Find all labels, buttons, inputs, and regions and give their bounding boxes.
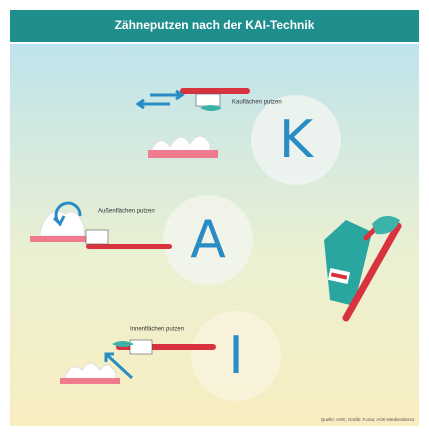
infographic: Zähneputzen nach der KAI-Technik K A I K…: [0, 0, 429, 446]
toothbrush: [180, 88, 250, 94]
bristles: [130, 340, 152, 354]
bristles: [86, 230, 108, 244]
gum: [60, 378, 120, 384]
step-letter: A: [190, 210, 226, 270]
step-letter: I: [228, 326, 243, 386]
step-label: Außenflächen putzen: [98, 209, 155, 215]
page: {"header": {"title": "Zähneputzen nach d…: [0, 0, 429, 446]
step-label: Kauflächen putzen: [232, 100, 282, 106]
gum: [30, 236, 90, 242]
toothbrush: [86, 244, 172, 249]
source: Quelle: AOK; Grafik: Forsa; AOK-Mediendi…: [321, 417, 415, 422]
step-letter: K: [279, 110, 315, 170]
gum: [148, 150, 218, 158]
title: Zähneputzen nach der KAI-Technik: [115, 18, 315, 32]
bristles: [196, 94, 220, 106]
step-label: Innenflächen putzen: [130, 327, 184, 333]
